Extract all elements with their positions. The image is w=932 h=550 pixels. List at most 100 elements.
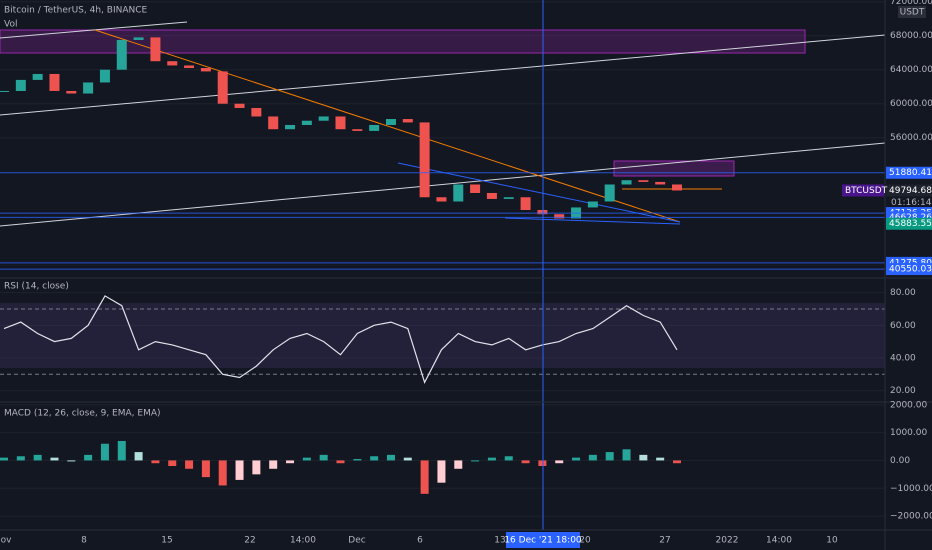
macd-bar <box>117 440 126 461</box>
y-tick-label: 0.00 <box>890 456 910 466</box>
countdown: 01:16:14 <box>891 198 932 208</box>
macd-bar <box>16 456 25 461</box>
macd-bar <box>67 460 76 462</box>
y-tick-label: 60000.00 <box>890 99 932 109</box>
y-tick-label: 2000.00 <box>890 400 927 410</box>
trend-line <box>0 34 886 116</box>
x-tick-label: 27 <box>659 536 670 546</box>
x-tick-label: 14:00 <box>290 536 316 546</box>
macd-bar <box>639 454 648 461</box>
macd-bar <box>0 457 8 461</box>
macd-bar <box>437 460 446 483</box>
candle <box>217 71 228 104</box>
macd-bar <box>370 456 379 461</box>
y-tick-label: 1000.00 <box>890 428 927 438</box>
macd-bar <box>521 460 530 464</box>
crosshair-label: 16 Dec '21 18:00 <box>504 536 582 546</box>
price-tag <box>886 217 932 230</box>
plot <box>0 37 885 494</box>
price-tag-label: 45883.55 <box>889 219 932 229</box>
candle <box>150 37 161 62</box>
price-tag <box>886 166 932 179</box>
candle <box>285 124 296 130</box>
macd-bar <box>84 454 93 461</box>
candle <box>0 90 9 92</box>
candle <box>402 119 413 123</box>
volume-label: Vol <box>4 20 17 30</box>
rsi-line <box>3 295 678 384</box>
candle <box>419 122 430 198</box>
candle <box>15 79 26 91</box>
candle <box>503 197 514 199</box>
price-tag <box>886 263 932 276</box>
candle <box>318 116 329 121</box>
macd-bar <box>353 459 362 461</box>
zone <box>0 29 806 54</box>
macd-bar <box>218 460 227 486</box>
candle <box>184 65 195 69</box>
macd-bar <box>622 449 631 461</box>
symbol-label: BTCUSDT <box>845 186 888 196</box>
candle <box>352 129 363 131</box>
macd-bar <box>673 460 681 464</box>
macd-bar <box>471 460 480 462</box>
macd-bar <box>185 460 194 469</box>
y-tick-label: −2000.00 <box>890 512 932 522</box>
candle <box>486 192 497 199</box>
macd-bar <box>403 457 412 461</box>
x-tick-label: 13 <box>494 536 505 546</box>
grid <box>0 1 885 517</box>
symbol-tag <box>842 184 884 197</box>
candle <box>133 37 144 40</box>
candle <box>470 184 481 193</box>
macd-bar <box>656 457 665 461</box>
x-tick-label: ov <box>1 536 13 546</box>
macd-bar <box>319 454 328 461</box>
macd-bar <box>286 460 295 464</box>
candle <box>621 180 632 185</box>
macd-bar <box>588 454 597 461</box>
x-tick-label: 10 <box>826 536 838 546</box>
macd-bar <box>605 452 614 461</box>
candle <box>66 90 77 94</box>
macd-bar <box>33 454 42 461</box>
macd-bar <box>336 460 345 464</box>
candle <box>234 103 245 108</box>
currency[interactable]: USDT <box>900 8 925 18</box>
y-tick-label: 60.00 <box>890 321 916 331</box>
candle <box>436 197 447 202</box>
candle <box>604 184 615 202</box>
candle <box>554 214 565 219</box>
rsi-band <box>0 303 885 368</box>
x-tick-label: 20 <box>579 536 591 546</box>
rsi-title: RSI (14, close) <box>4 282 69 292</box>
price-tag-label: 49794.68 <box>889 186 932 196</box>
candle <box>49 73 60 91</box>
macd-bar <box>555 460 564 464</box>
macd-bar <box>386 454 395 461</box>
y-tick-label: 64000.00 <box>890 65 932 75</box>
candle <box>672 184 682 191</box>
macd-bar <box>269 460 278 469</box>
price-tag-label: 51880.41 <box>889 168 932 178</box>
y-tick-label: 40.00 <box>890 353 916 363</box>
currency-box[interactable] <box>898 6 926 18</box>
y-tick-label: 56000.00 <box>890 133 932 143</box>
candle <box>200 68 211 72</box>
y-tick-label: 68000.00 <box>890 31 932 41</box>
candle <box>32 73 43 80</box>
candle <box>537 209 548 215</box>
macd-bar <box>151 460 160 464</box>
macd-bar <box>235 460 244 480</box>
candle <box>385 119 396 125</box>
candle <box>655 181 666 185</box>
x-tick-label: 14:00 <box>766 536 792 546</box>
price-tag-label: 40550.03 <box>889 265 932 275</box>
macd-bar <box>572 457 581 461</box>
trend-line <box>94 29 681 223</box>
candle <box>167 61 178 66</box>
macd-bar <box>134 452 143 461</box>
macd-bar <box>420 460 429 494</box>
